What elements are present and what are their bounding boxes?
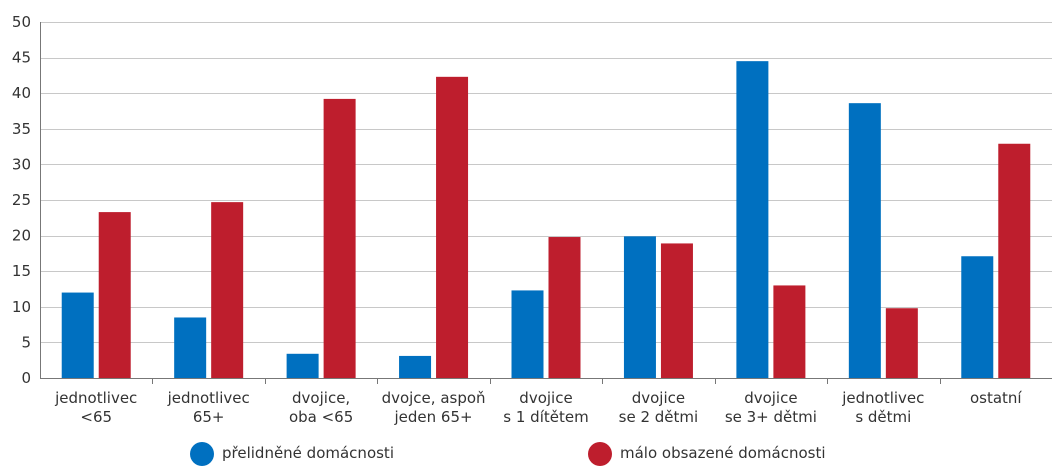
- legend-swatch-overcrowded: [190, 442, 214, 466]
- bar-underoccupied: [211, 202, 244, 378]
- x-category-label: s 1 dítětem: [503, 408, 588, 426]
- grid-lines: [40, 22, 1052, 384]
- y-tick-label: 15: [12, 262, 31, 280]
- bar-overcrowded: [623, 236, 656, 378]
- bar-overcrowded: [174, 317, 207, 378]
- legend-swatch-underoccupied: [588, 442, 612, 466]
- y-tick-label: 40: [12, 84, 31, 102]
- bar-underoccupied: [548, 237, 581, 378]
- x-category-label: <65: [80, 408, 112, 426]
- y-axis-ticks: 0 5 10 15 20 25 30 35 40 45 50: [12, 13, 31, 387]
- legend-label-overcrowded: přelidněné domácnosti: [222, 444, 394, 462]
- y-tick-label: 50: [12, 13, 31, 31]
- x-category-label: dvojice: [632, 389, 685, 407]
- y-tick-label: 20: [12, 227, 31, 245]
- bar-overcrowded: [736, 61, 769, 378]
- x-category-label: dvojice: [744, 389, 797, 407]
- legend-item-underoccupied: málo obsazené domácnosti: [588, 440, 826, 466]
- x-axis-labels: jednotlivec<65jednotlivec65+dvojice,oba …: [54, 389, 1022, 426]
- bar-underoccupied: [660, 243, 693, 378]
- x-category-label: s dětmi: [855, 408, 911, 426]
- bar-underoccupied: [998, 143, 1031, 378]
- x-category-label: jednotlivec: [841, 389, 924, 407]
- bar-underoccupied: [885, 308, 918, 378]
- legend-label-underoccupied: málo obsazené domácnosti: [620, 444, 826, 462]
- y-tick-label: 30: [12, 155, 31, 173]
- bar-underoccupied: [323, 98, 356, 379]
- x-category-label: dvojice: [519, 389, 572, 407]
- bar-overcrowded: [511, 290, 544, 378]
- x-category-label: jednotlivec: [54, 389, 137, 407]
- x-category-label: jeden 65+: [394, 408, 473, 426]
- y-tick-label: 25: [12, 191, 31, 209]
- y-tick-label: 45: [12, 49, 31, 67]
- y-tick-label: 10: [12, 298, 31, 316]
- bar-underoccupied: [436, 76, 469, 378]
- x-category-label: ostatní: [970, 389, 1022, 407]
- y-tick-label: 0: [21, 369, 31, 387]
- bars: [61, 61, 1031, 379]
- x-category-label: oba <65: [289, 408, 353, 426]
- bar-overcrowded: [399, 355, 432, 378]
- y-tick-label: 35: [12, 120, 31, 138]
- bar-overcrowded: [286, 353, 319, 378]
- bar-underoccupied: [98, 212, 131, 378]
- x-category-label: se 2 dětmi: [619, 408, 699, 426]
- bar-overcrowded: [848, 103, 881, 378]
- x-category-label: se 3+ dětmi: [725, 408, 817, 426]
- x-category-label: dvojce, aspoň: [382, 389, 486, 407]
- bar-overcrowded: [961, 256, 994, 378]
- x-category-label: dvojice,: [292, 389, 350, 407]
- y-tick-label: 5: [21, 333, 31, 351]
- bar-overcrowded: [61, 292, 94, 378]
- bar-underoccupied: [773, 285, 806, 378]
- legend: přelidněné domácnosti málo obsazené domá…: [0, 440, 1053, 466]
- x-category-label: jednotlivec: [167, 389, 250, 407]
- x-category-label: 65+: [193, 408, 225, 426]
- legend-item-overcrowded: přelidněné domácnosti: [190, 440, 394, 466]
